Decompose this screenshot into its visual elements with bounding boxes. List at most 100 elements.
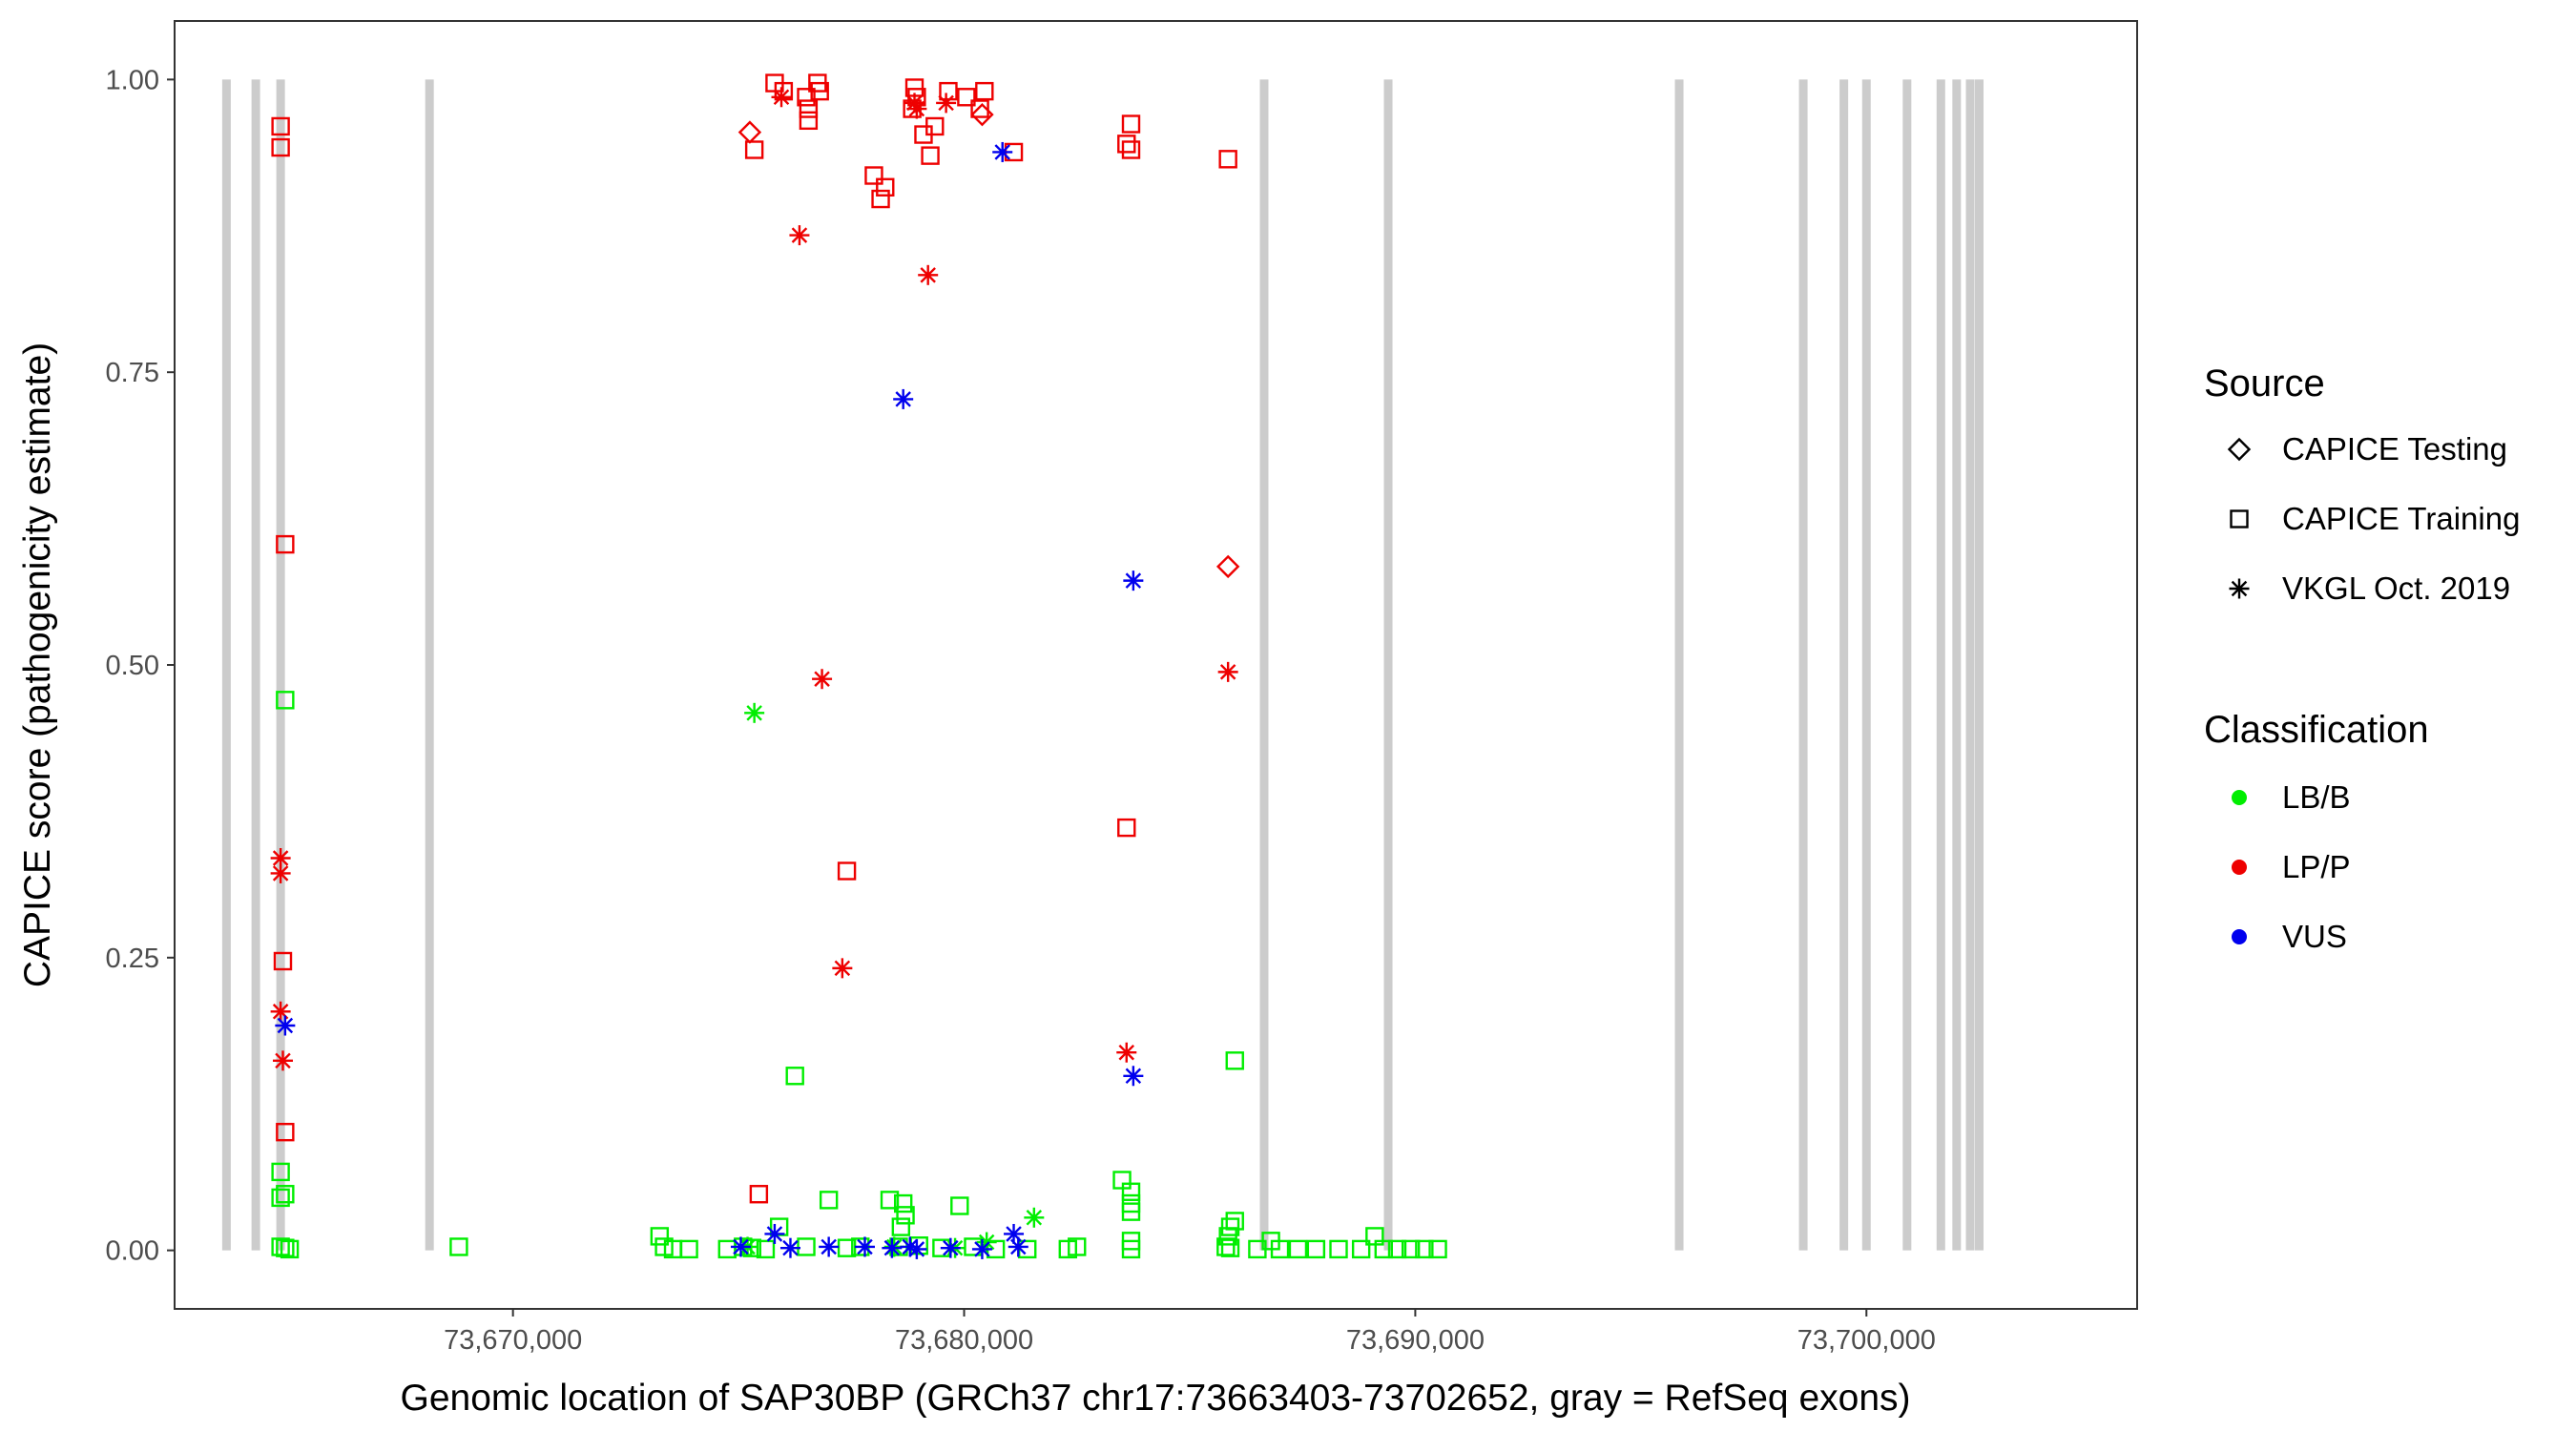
point-lp-training-9 xyxy=(799,111,819,131)
point-lb-training-38 xyxy=(1121,1202,1141,1221)
point-lb-training-56 xyxy=(1387,1239,1407,1259)
point-lp-training-0 xyxy=(271,116,290,136)
point-lb-training-40 xyxy=(1121,1239,1141,1259)
point-vus-vkgl-0-stroke-d2 xyxy=(895,391,911,407)
data-points xyxy=(270,73,1447,1259)
exon-band-11 xyxy=(1936,79,1945,1251)
point-lb-training-51 xyxy=(1306,1239,1326,1259)
point-lb-training-1 xyxy=(271,1162,290,1182)
point-vus-vkgl-1 xyxy=(992,141,1013,162)
point-lp-training-12 xyxy=(744,140,764,159)
point-lb-vkgl-0-stroke-d2 xyxy=(746,705,762,721)
point-lb-training-43 xyxy=(1220,1217,1240,1236)
point-vus-vkgl-7-stroke-d2 xyxy=(782,1239,799,1256)
point-lb-training-11 xyxy=(679,1239,698,1259)
point-lp-vkgl-10 xyxy=(906,98,927,119)
point-lb-training-7 xyxy=(449,1237,468,1256)
point-lp-training-21 xyxy=(914,125,933,144)
point-lb-training-36 xyxy=(1121,1182,1141,1201)
y-tick-label-4: 1.00 xyxy=(106,65,159,95)
point-lp-training-32 xyxy=(837,861,857,881)
point-lb-training-17 xyxy=(785,1067,804,1086)
point-lb-training-5 xyxy=(276,1238,295,1257)
point-lp-training-4 xyxy=(276,1122,295,1142)
legend: Source CAPICE Testing CAPICE Training VK… xyxy=(2204,363,2520,954)
x-tick-label-3: 73,700,000 xyxy=(1797,1325,1936,1356)
exon-band-8 xyxy=(1839,79,1849,1251)
point-lb-training-29 xyxy=(950,1196,969,1215)
point-lp-training-2 xyxy=(276,534,295,554)
point-lp-vkgl-9-stroke-d2 xyxy=(906,94,923,112)
point-lb-training-2 xyxy=(276,1185,295,1204)
legend-source-key-vkgl xyxy=(2229,578,2250,599)
point-lb-training-3 xyxy=(271,1188,290,1208)
point-lb-training-23 xyxy=(893,1193,913,1213)
point-vus-vkgl-14-stroke-d2 xyxy=(974,1241,990,1257)
point-lp-training-31 xyxy=(1117,818,1136,838)
exon-band-3 xyxy=(425,79,434,1251)
exon-band-12 xyxy=(1952,79,1962,1251)
point-lp-training-7 xyxy=(797,88,816,107)
point-lp-testing-2 xyxy=(1215,554,1240,579)
point-lp-training-23 xyxy=(957,88,976,107)
legend-source-keys xyxy=(2227,437,2252,599)
point-lb-training-20 xyxy=(837,1238,857,1257)
point-vus-vkgl-13-stroke-d2 xyxy=(943,1239,959,1256)
point-lb-vkgl-0 xyxy=(744,702,765,723)
legend-source-key-training xyxy=(2230,509,2249,529)
point-lp-vkgl-5 xyxy=(812,669,833,690)
point-lb-training-57 xyxy=(1401,1239,1421,1259)
exon-band-2 xyxy=(276,79,285,1251)
point-lp-vkgl-3-stroke-d2 xyxy=(275,1052,291,1069)
point-vus-vkgl-15-stroke-d2 xyxy=(1006,1226,1022,1242)
point-lb-vkgl-1 xyxy=(1024,1207,1045,1228)
point-vus-vkgl-10 xyxy=(882,1237,903,1258)
point-lp-vkgl-5-stroke-d2 xyxy=(814,671,830,687)
exon-band-10 xyxy=(1902,79,1912,1251)
y-axis: 0.00 0.25 0.50 0.75 1.00 xyxy=(106,65,175,1267)
legend-class-key-lp xyxy=(2232,860,2247,875)
point-lp-vkgl-10-stroke-d2 xyxy=(908,100,925,117)
point-vus-vkgl-2-stroke-d2 xyxy=(1125,572,1142,589)
point-vus-vkgl-8-stroke-d2 xyxy=(821,1238,837,1255)
point-lp-vkgl-12-stroke-d2 xyxy=(1118,1044,1135,1061)
legend-class-key-lb xyxy=(2232,790,2247,805)
point-lp-vkgl-1 xyxy=(270,862,291,883)
point-vus-vkgl-12 xyxy=(906,1238,927,1259)
point-lb-training-19 xyxy=(819,1191,839,1210)
point-lb-training-18 xyxy=(797,1237,816,1256)
x-axis: 73,670,000 73,680,000 73,690,000 73,700,000 xyxy=(444,1309,1936,1356)
point-vus-vkgl-9 xyxy=(854,1236,875,1257)
point-lp-vkgl-2 xyxy=(270,1001,291,1022)
point-vus-vkgl-9-stroke-d2 xyxy=(857,1238,873,1255)
point-lp-training-13 xyxy=(864,166,883,185)
point-vus-vkgl-4 xyxy=(275,1015,296,1036)
x-tick-label-2: 73,690,000 xyxy=(1346,1325,1485,1356)
point-lp-vkgl-13-stroke-d2 xyxy=(1219,664,1236,680)
point-lp-training-30 xyxy=(1218,150,1237,169)
exon-band-6 xyxy=(1674,79,1684,1251)
exon-bands xyxy=(221,79,1984,1251)
point-lb-training-41 xyxy=(1216,1237,1236,1256)
point-lb-training-6 xyxy=(280,1239,300,1259)
legend-source-label-training: CAPICE Training xyxy=(2282,501,2520,536)
point-vus-vkgl-16 xyxy=(1008,1236,1028,1257)
point-lp-vkgl-11-stroke-d2 xyxy=(938,94,954,112)
point-lb-training-45 xyxy=(1220,1238,1240,1257)
point-lb-training-22 xyxy=(880,1191,900,1210)
point-lp-vkgl-1-stroke-d2 xyxy=(272,865,289,881)
point-lb-training-15 xyxy=(756,1239,776,1259)
point-lp-training-20 xyxy=(921,146,940,165)
exon-band-13 xyxy=(1965,79,1975,1251)
point-lb-vkgl-1-stroke-d2 xyxy=(1026,1210,1043,1226)
point-vus-vkgl-16-stroke-d2 xyxy=(1010,1238,1027,1255)
legend-source-key-vkgl-stroke-d2 xyxy=(2231,580,2248,597)
point-lp-training-3 xyxy=(273,951,293,971)
exon-band-5 xyxy=(1383,79,1393,1251)
exon-band-7 xyxy=(1798,79,1808,1251)
point-lp-vkgl-8-stroke-d2 xyxy=(773,89,790,106)
y-tick-label-3: 0.75 xyxy=(106,358,159,388)
legend-class-label-vus: VUS xyxy=(2282,919,2347,954)
